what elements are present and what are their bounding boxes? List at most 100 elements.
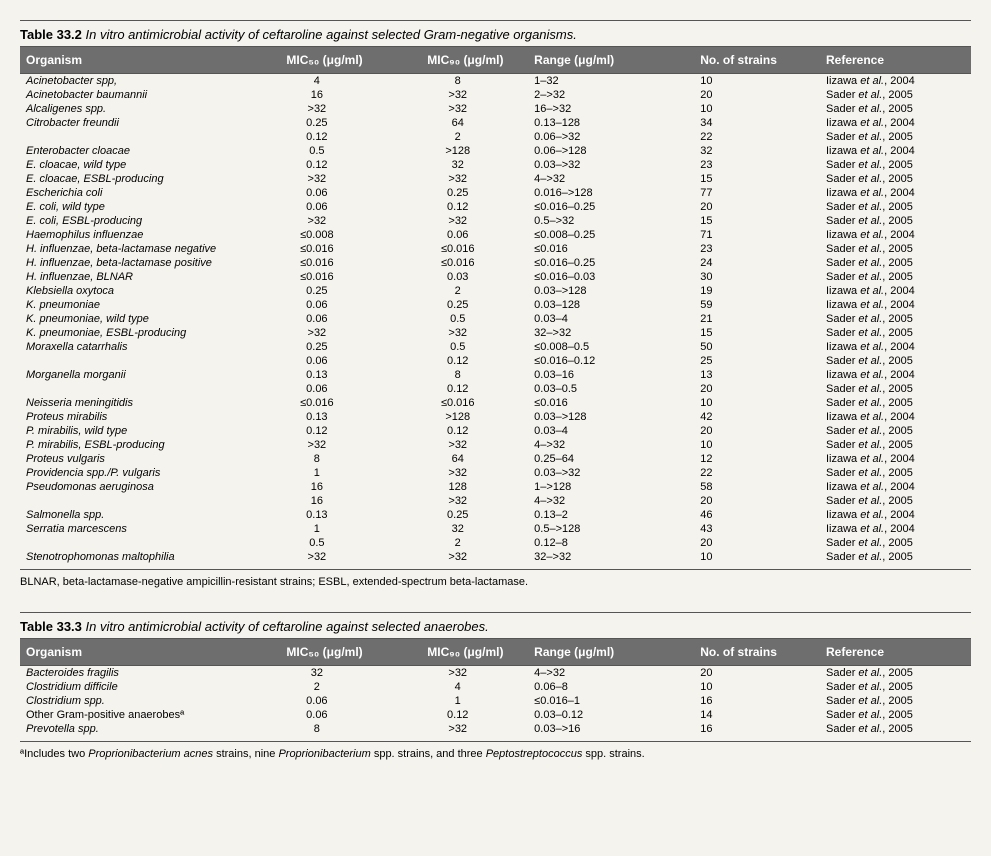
cell-strains: 10 [694,680,820,694]
cell-range: 0.03–16 [528,368,694,382]
cell-organism: Bacteroides fragilis [20,666,246,681]
cell-strains: 10 [694,102,820,116]
table-row: K. pneumoniae, ESBL-producing>32>3232–>3… [20,326,971,340]
cell-range: 0.06–8 [528,680,694,694]
cell-strains: 22 [694,466,820,480]
cell-reference: Iizawa et al., 2004 [820,284,971,298]
cell-organism: E. coli, ESBL-producing [20,214,246,228]
cell-mic50: 0.5 [246,144,387,158]
cell-reference: Iizawa et al., 2004 [820,508,971,522]
cell-reference: Iizawa et al., 2004 [820,74,971,89]
col-header-strains: No. of strains [694,47,820,74]
cell-range: 4–>32 [528,666,694,681]
cell-range: 4–>32 [528,494,694,508]
cell-strains: 10 [694,74,820,89]
cell-strains: 15 [694,326,820,340]
cell-mic90: 2 [387,130,528,144]
cell-mic90: 32 [387,158,528,172]
cell-mic90: >32 [387,326,528,340]
cell-mic90: 0.5 [387,312,528,326]
cell-strains: 32 [694,144,820,158]
cell-organism: Neisseria meningitidis [20,396,246,410]
cell-mic90: 128 [387,480,528,494]
table-row: K. pneumoniae, wild type0.060.50.03–421S… [20,312,971,326]
cell-range: 0.5–>128 [528,522,694,536]
cell-organism: Pseudomonas aeruginosa [20,480,246,494]
cell-strains: 20 [694,88,820,102]
cell-mic90: >32 [387,494,528,508]
cell-organism: H. influenzae, BLNAR [20,270,246,284]
cell-mic50: 0.13 [246,410,387,424]
cell-range: ≤0.016 [528,242,694,256]
cell-organism: Proteus mirabilis [20,410,246,424]
cell-mic90: 0.25 [387,298,528,312]
cell-mic50: >32 [246,438,387,452]
cell-range: ≤0.016–0.25 [528,256,694,270]
cell-strains: 23 [694,242,820,256]
footnote-italic: Peptostreptococcus [486,748,583,760]
cell-mic50: ≤0.016 [246,270,387,284]
cell-mic50: 0.25 [246,116,387,130]
table-33-3-grid: Organism MIC₅₀ (μg/ml) MIC₉₀ (μg/ml) Ran… [20,638,971,742]
footnote-italic: Proprionibacterium acnes [88,748,213,760]
cell-reference: Sader et al., 2005 [820,214,971,228]
cell-reference: Sader et al., 2005 [820,382,971,396]
cell-mic50: 0.25 [246,340,387,354]
cell-organism [20,130,246,144]
cell-strains: 16 [694,722,820,742]
footnote-text: strains, nine [213,748,278,760]
cell-range: 0.13–2 [528,508,694,522]
table-row: Haemophilus influenzae≤0.0080.06≤0.008–0… [20,228,971,242]
cell-range: 2–>32 [528,88,694,102]
cell-range: 0.03–>128 [528,410,694,424]
cell-mic90: 64 [387,116,528,130]
cell-mic50: 0.13 [246,368,387,382]
table-row: Salmonella spp.0.130.250.13–246Iizawa et… [20,508,971,522]
cell-strains: 21 [694,312,820,326]
col-header-mic50: MIC₅₀ (μg/ml) [246,47,387,74]
table-row: H. influenzae, beta-lactamase negative≤0… [20,242,971,256]
cell-strains: 20 [694,200,820,214]
cell-mic50: ≤0.016 [246,256,387,270]
cell-organism: E. coli, wild type [20,200,246,214]
cell-strains: 25 [694,354,820,368]
cell-strains: 30 [694,270,820,284]
cell-reference: Sader et al., 2005 [820,172,971,186]
cell-mic90: >128 [387,410,528,424]
cell-mic50: 0.06 [246,694,387,708]
cell-mic50: 0.12 [246,130,387,144]
table-row: Pseudomonas aeruginosa161281–>12858Iizaw… [20,480,971,494]
cell-mic90: >32 [387,550,528,570]
cell-range: ≤0.016–0.03 [528,270,694,284]
cell-strains: 23 [694,158,820,172]
table-row: Stenotrophomonas maltophilia>32>3232–>32… [20,550,971,570]
cell-reference: Sader et al., 2005 [820,550,971,570]
cell-mic50: 32 [246,666,387,681]
cell-mic90: 0.25 [387,508,528,522]
table-33-3-body: Bacteroides fragilis32>324–>3220Sader et… [20,666,971,742]
footnote-text: spp. strains. [582,748,644,760]
cell-strains: 58 [694,480,820,494]
cell-strains: 43 [694,522,820,536]
cell-reference: Sader et al., 2005 [820,312,971,326]
cell-mic90: 0.25 [387,186,528,200]
cell-strains: 14 [694,708,820,722]
table-row: Proteus vulgaris8640.25–6412Iizawa et al… [20,452,971,466]
cell-range: 0.03–>16 [528,722,694,742]
cell-strains: 10 [694,396,820,410]
cell-range: 4–>32 [528,438,694,452]
cell-mic50: 0.12 [246,158,387,172]
cell-mic90: ≤0.016 [387,242,528,256]
cell-reference: Iizawa et al., 2004 [820,298,971,312]
cell-reference: Iizawa et al., 2004 [820,410,971,424]
cell-strains: 20 [694,666,820,681]
cell-reference: Sader et al., 2005 [820,270,971,284]
table-33-2-footnote: BLNAR, beta-lactamase-negative ampicilli… [20,570,971,588]
cell-mic50: 0.06 [246,354,387,368]
footnote-text: spp. strains, and three [371,748,486,760]
cell-reference: Iizawa et al., 2004 [820,522,971,536]
cell-mic50: 4 [246,74,387,89]
table-33-2-header-row: Organism MIC₅₀ (μg/ml) MIC₉₀ (μg/ml) Ran… [20,47,971,74]
cell-reference: Iizawa et al., 2004 [820,116,971,130]
cell-mic50: 16 [246,88,387,102]
